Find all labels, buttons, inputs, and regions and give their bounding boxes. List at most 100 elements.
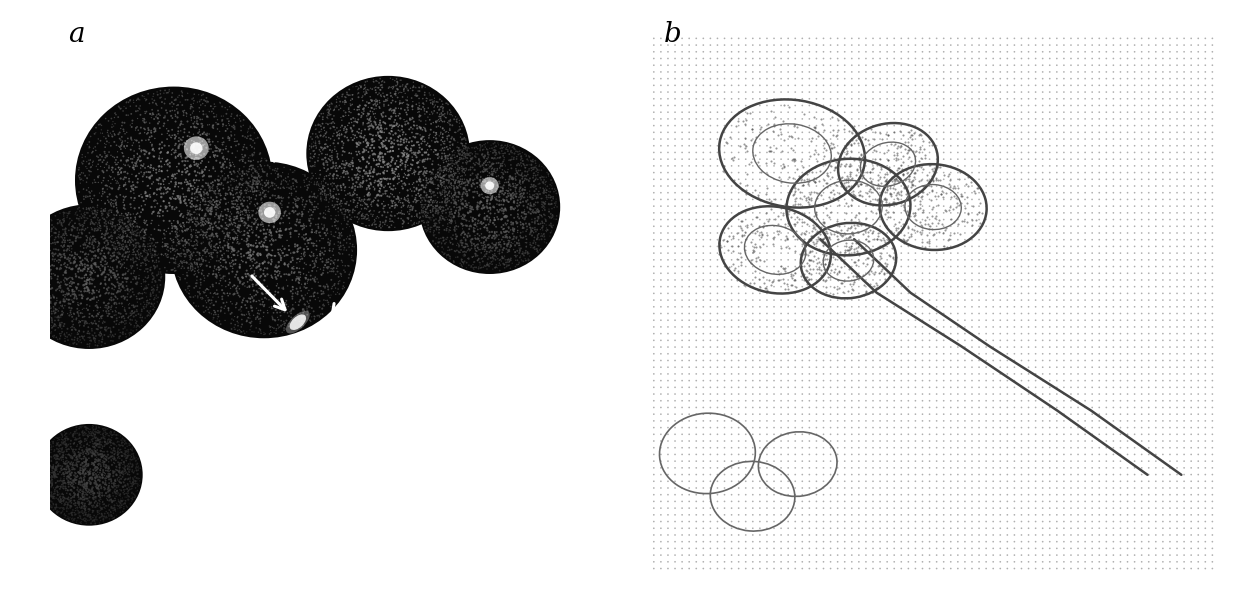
Point xyxy=(391,155,410,164)
Point xyxy=(88,450,108,459)
Point xyxy=(451,139,471,148)
Point xyxy=(947,510,967,519)
Point xyxy=(326,194,346,203)
Point xyxy=(686,423,706,433)
Point xyxy=(475,223,495,233)
Point xyxy=(358,159,378,168)
Point xyxy=(72,290,92,300)
Point xyxy=(139,233,159,242)
Point xyxy=(138,191,157,201)
Point xyxy=(425,180,445,189)
Point xyxy=(321,214,341,224)
Point xyxy=(680,497,699,506)
Point xyxy=(190,250,210,260)
Point xyxy=(1061,490,1081,499)
Point xyxy=(367,123,387,133)
Point xyxy=(1138,497,1158,506)
Point xyxy=(76,279,95,289)
Point xyxy=(1004,564,1024,574)
Point xyxy=(149,184,169,194)
Point xyxy=(432,173,451,182)
Point xyxy=(61,306,81,315)
Point xyxy=(913,187,932,197)
Point xyxy=(506,250,526,260)
Point xyxy=(290,182,310,192)
Point xyxy=(192,253,212,262)
Point xyxy=(813,94,833,104)
Point xyxy=(124,146,144,156)
Point xyxy=(57,500,77,509)
Point xyxy=(187,159,207,168)
Point xyxy=(167,217,187,226)
Point xyxy=(1054,477,1074,486)
Point xyxy=(167,249,187,258)
Point xyxy=(899,315,919,325)
Point xyxy=(226,221,246,231)
Point xyxy=(722,201,742,211)
Point xyxy=(1117,443,1137,452)
Point xyxy=(899,121,919,130)
Point xyxy=(374,137,394,146)
Point xyxy=(507,206,527,215)
Point xyxy=(273,328,293,337)
Point xyxy=(1054,322,1074,331)
Point xyxy=(301,303,321,313)
Point xyxy=(839,127,859,136)
Point xyxy=(926,510,946,519)
Point xyxy=(188,218,208,227)
Point xyxy=(296,230,316,239)
Point xyxy=(1111,268,1131,278)
Point xyxy=(134,233,154,243)
Point xyxy=(412,207,432,217)
Ellipse shape xyxy=(290,314,306,330)
Point xyxy=(21,250,41,259)
Point xyxy=(926,477,946,486)
Point xyxy=(835,141,854,151)
Point xyxy=(238,124,258,133)
Point xyxy=(371,126,391,136)
Point xyxy=(154,216,174,226)
Point xyxy=(1033,289,1053,298)
Point xyxy=(289,264,309,273)
Point xyxy=(701,201,720,211)
Point xyxy=(401,164,420,173)
Point xyxy=(410,198,430,207)
Point xyxy=(538,170,558,180)
Point xyxy=(1111,155,1131,164)
Point xyxy=(300,192,320,201)
Point xyxy=(93,478,113,488)
Point xyxy=(1054,403,1074,412)
Point xyxy=(373,197,393,206)
Point xyxy=(432,153,451,162)
Point xyxy=(329,228,348,237)
Point xyxy=(947,242,967,251)
Point xyxy=(991,544,1011,553)
Point xyxy=(813,510,833,519)
Point xyxy=(113,242,133,252)
Point xyxy=(1195,550,1215,560)
Point xyxy=(1167,403,1187,412)
Point xyxy=(107,206,126,216)
Point xyxy=(112,138,131,148)
Point xyxy=(941,195,961,204)
Point xyxy=(357,97,377,107)
Point xyxy=(1018,470,1038,480)
Point xyxy=(55,216,74,226)
Point xyxy=(755,284,775,293)
Point xyxy=(1203,33,1223,43)
Point xyxy=(316,193,336,203)
Point xyxy=(497,167,517,177)
Point xyxy=(379,222,399,231)
Point xyxy=(128,114,148,123)
Point xyxy=(680,362,699,372)
Point xyxy=(1025,228,1045,238)
Point xyxy=(476,235,496,245)
Point xyxy=(249,261,269,271)
Point xyxy=(420,186,440,195)
Point xyxy=(761,107,781,116)
Point xyxy=(490,163,510,173)
Point xyxy=(83,437,103,446)
Point xyxy=(40,245,60,254)
Point xyxy=(99,224,119,234)
Point xyxy=(806,61,826,70)
